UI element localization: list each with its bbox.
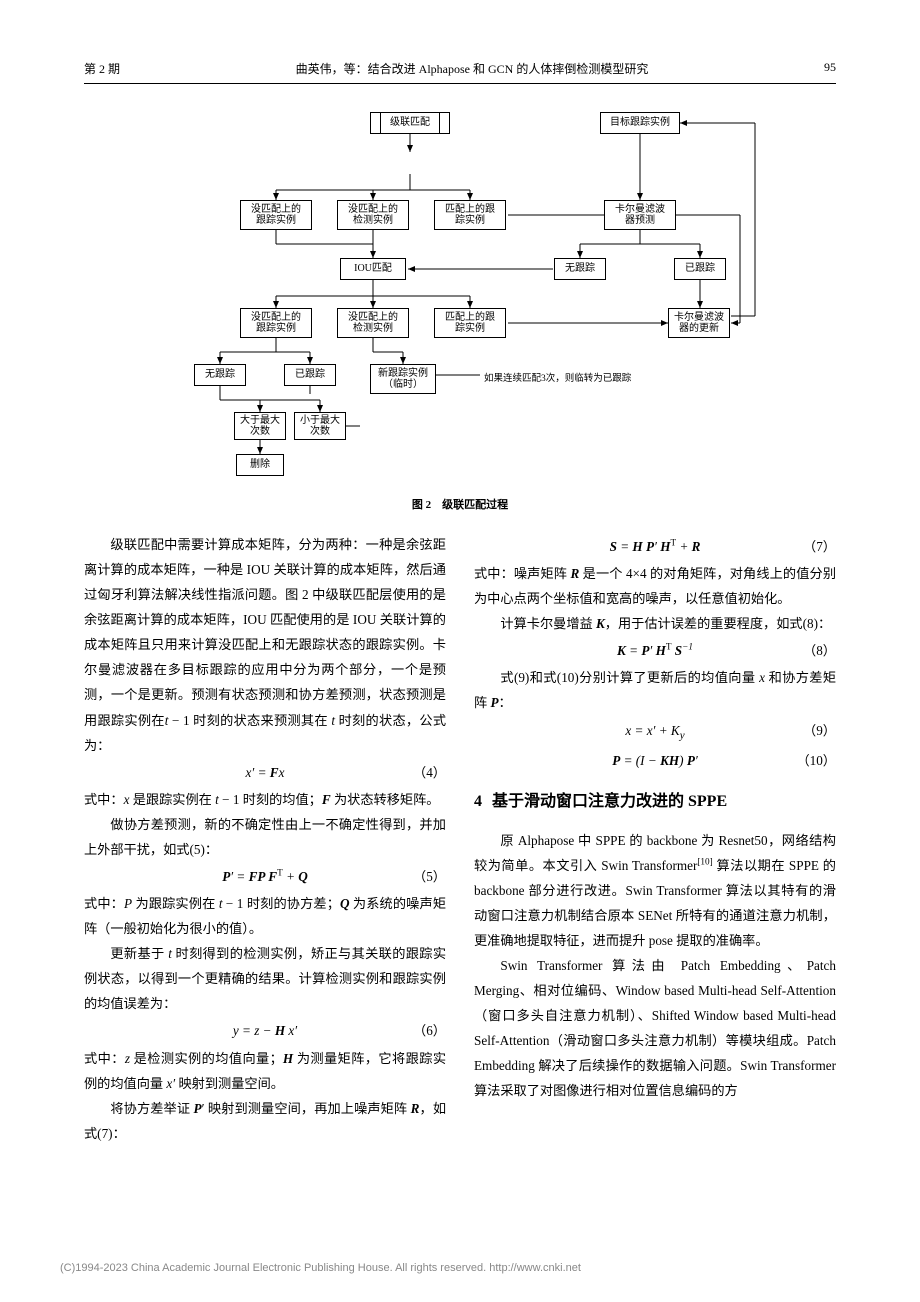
node-matched-track-2: 匹配上的跟 踪实例 — [434, 308, 506, 338]
left-p7: 将协方差举证 P′ 映射到测量空间，再加上噪声矩阵 R，如式(7)： — [84, 1096, 446, 1146]
header-page: 95 — [824, 60, 836, 77]
body-columns: 级联匹配中需要计算成本矩阵，分为两种：一种是余弦距离计算的成本矩阵，一种是 IO… — [84, 532, 836, 1146]
node-cascade-match: 级联匹配 — [380, 112, 440, 134]
right-p3: 式(9)和式(10)分别计算了更新后的均值向量 x 和协方差矩阵 P： — [474, 665, 836, 715]
flowchart-figure-2: 目标检测实例 级联匹配 目标跟踪实例 没匹配上的 跟踪实例 没匹配上的 检测实例… — [160, 112, 760, 482]
node-delete: 删除 — [236, 454, 284, 476]
left-p6: 式中：z 是检测实例的均值向量；H 为测量矩阵，它将跟踪实例的均值向量 x′ 映… — [84, 1046, 446, 1096]
node-kalman-pred: 卡尔曼滤波 器预测 — [604, 200, 676, 230]
node-iou-match: IOU匹配 — [340, 258, 406, 280]
node-no-track-1: 无跟踪 — [554, 258, 606, 280]
right-p2: 计算卡尔曼增益 K，用于估计误差的重要程度，如式(8)： — [474, 611, 836, 636]
node-new-track: 新跟踪实例 （临时） — [370, 364, 436, 394]
header-issue: 第 2 期 — [84, 60, 120, 77]
node-no-match-det-2: 没匹配上的 检测实例 — [337, 308, 409, 338]
node-target-track: 目标跟踪实例 — [600, 112, 680, 134]
header-title: 曲英伟，等：结合改进 Alphapose 和 GCN 的人体摔倒检测模型研究 — [296, 60, 649, 77]
left-p4: 式中：P 为跟踪实例在 t − 1 时刻的协方差；Q 为系统的噪声矩阵（一般初始… — [84, 891, 446, 941]
node-matched-track-1: 匹配上的跟 踪实例 — [434, 200, 506, 230]
node-kalman-update: 卡尔曼滤波 器的更新 — [668, 308, 730, 338]
equation-10: P = (I − KH) P′ （10） — [474, 748, 836, 773]
page-footer: (C)1994-2023 China Academic Journal Elec… — [60, 1262, 860, 1274]
node-gt-max: 大于最大 次数 — [234, 412, 286, 440]
node-no-match-det-1: 没匹配上的 检测实例 — [337, 200, 409, 230]
left-p1: 级联匹配中需要计算成本矩阵，分为两种：一种是余弦距离计算的成本矩阵，一种是 IO… — [84, 532, 446, 758]
section-4-title: 4基于滑动窗口注意力改进的 SPPE — [474, 787, 836, 817]
annotation-text: 如果连续匹配3次，则临转为已跟踪 — [484, 370, 631, 384]
node-tracked-1: 已跟踪 — [674, 258, 726, 280]
right-p1: 式中：噪声矩阵 R 是一个 4×4 的对角矩阵，对角线上的值分别为中心点两个坐标… — [474, 561, 836, 611]
node-no-match-track-2: 没匹配上的 跟踪实例 — [240, 308, 312, 338]
equation-5: P′ = FP FT + Q （5） — [84, 864, 446, 889]
figure-caption: 图 2 级联匹配过程 — [84, 496, 836, 512]
equation-8: K = P′ HT S−1 （8） — [474, 638, 836, 663]
page-header: 第 2 期 曲英伟，等：结合改进 Alphapose 和 GCN 的人体摔倒检测… — [84, 60, 836, 84]
equation-6: y = z − H x′ （6） — [84, 1018, 446, 1043]
left-p2: 式中：x 是跟踪实例在 t − 1 时刻的均值；F 为状态转移矩阵。 — [84, 787, 446, 812]
right-p4: 原 Alphapose 中 SPPE 的 backbone 为 Resnet50… — [474, 828, 836, 953]
right-p5: Swin Transformer 算法由 Patch Embedding、Pat… — [474, 953, 836, 1103]
node-tracked-2: 已跟踪 — [284, 364, 336, 386]
left-p3: 做协方差预测，新的不确定性由上一不确定性得到，并加上外部干扰，如式(5)： — [84, 812, 446, 862]
left-p5: 更新基于 t 时刻得到的检测实例，矫正与其关联的跟踪实例状态，以得到一个更精确的… — [84, 941, 446, 1016]
equation-4: x′ = Fx （4） — [84, 760, 446, 785]
node-no-track-2: 无跟踪 — [194, 364, 246, 386]
equation-7: S = H P′ HT + R （7） — [474, 534, 836, 559]
equation-9: x = x′ + Ky （9） — [474, 718, 836, 747]
node-no-match-track-1: 没匹配上的 跟踪实例 — [240, 200, 312, 230]
left-column: 级联匹配中需要计算成本矩阵，分为两种：一种是余弦距离计算的成本矩阵，一种是 IO… — [84, 532, 446, 1146]
node-lt-max: 小于最大 次数 — [294, 412, 346, 440]
right-column: S = H P′ HT + R （7） 式中：噪声矩阵 R 是一个 4×4 的对… — [474, 532, 836, 1146]
